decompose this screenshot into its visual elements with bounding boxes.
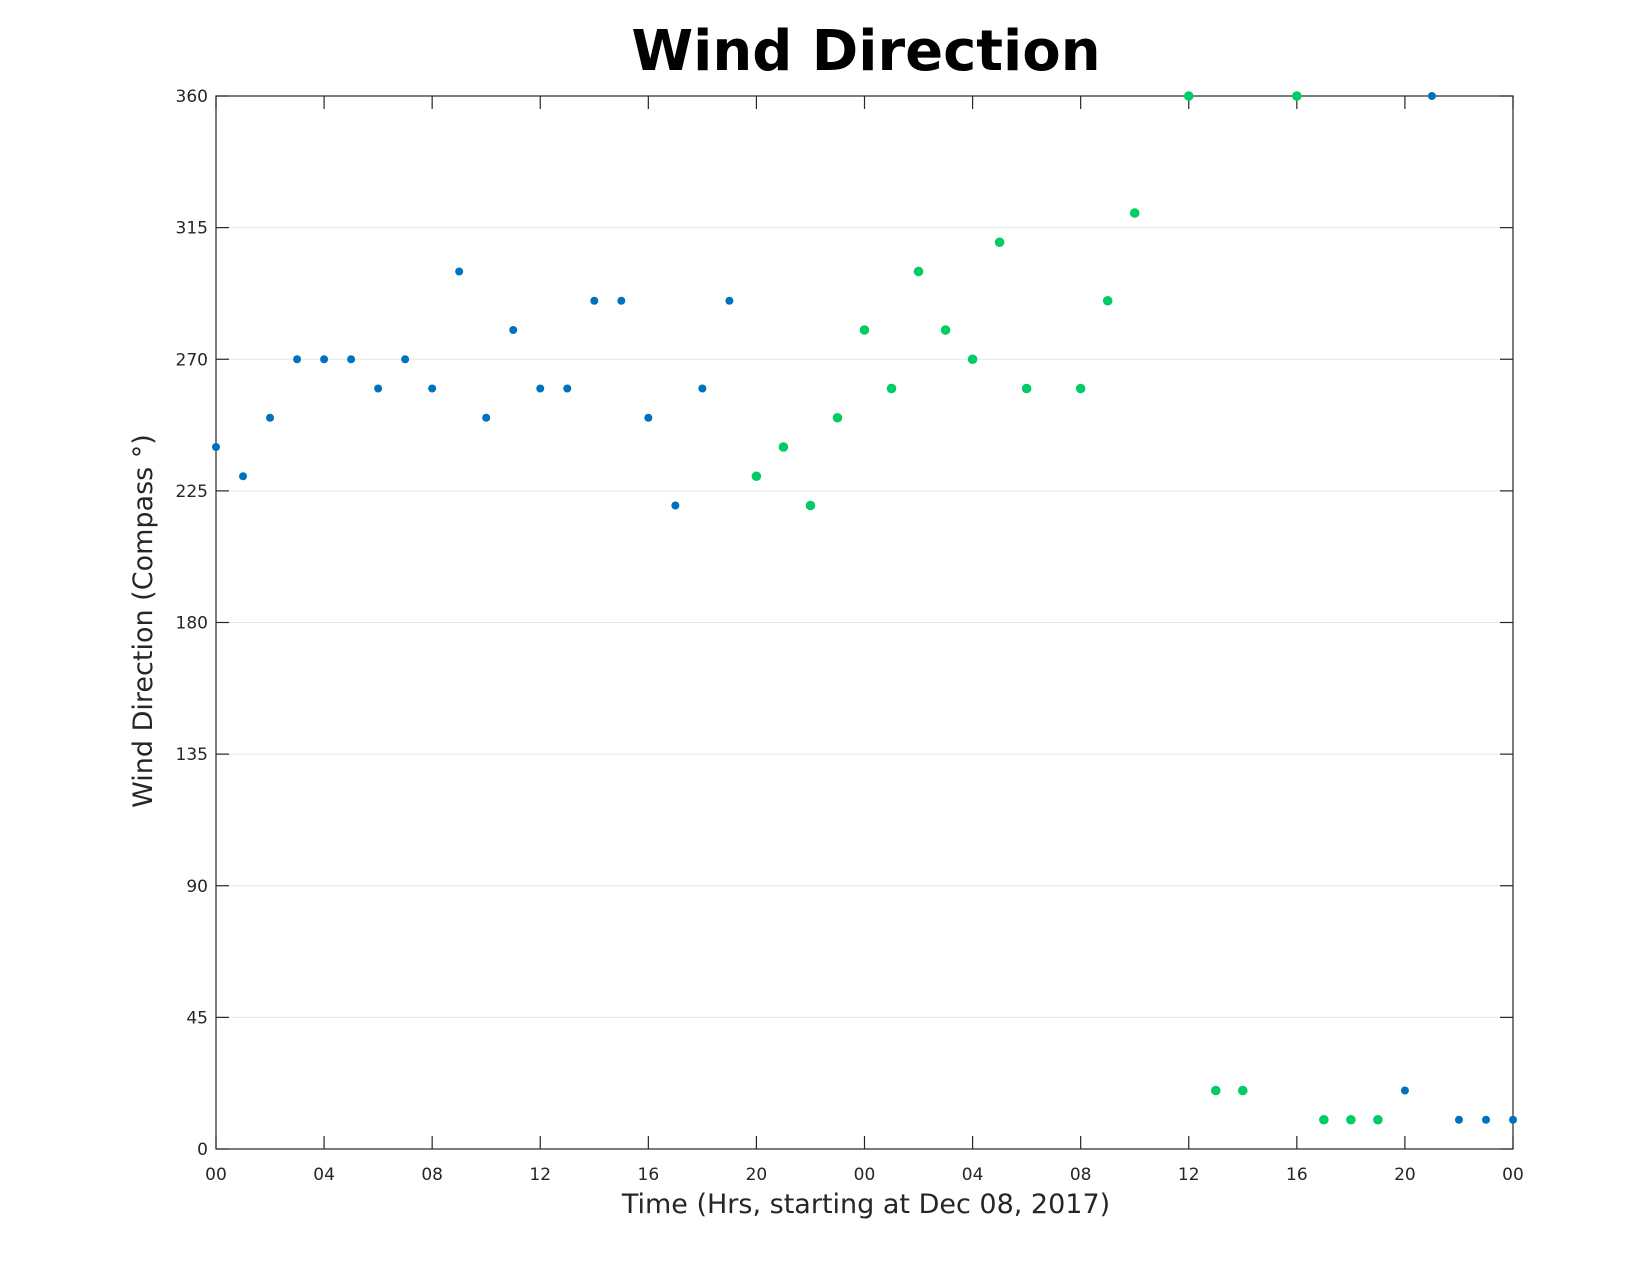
data-point bbox=[212, 443, 220, 451]
y-tick-label: 360 bbox=[176, 87, 208, 107]
data-point bbox=[1129, 208, 1140, 218]
data-point bbox=[913, 266, 924, 277]
data-point bbox=[805, 500, 816, 511]
data-point bbox=[1346, 1114, 1356, 1125]
x-tick-label: 04 bbox=[313, 1165, 335, 1185]
y-tick-label: 225 bbox=[176, 482, 208, 502]
data-point bbox=[859, 325, 870, 335]
data-point bbox=[940, 325, 951, 335]
y-tick-label: 90 bbox=[186, 877, 208, 897]
x-tick-label: 04 bbox=[962, 1165, 984, 1185]
series-1 bbox=[212, 92, 1517, 1124]
data-point bbox=[1183, 91, 1194, 101]
data-point bbox=[644, 413, 653, 422]
data-point bbox=[1102, 295, 1113, 306]
x-tick-label: 00 bbox=[854, 1165, 876, 1185]
data-point bbox=[590, 296, 599, 305]
data-point bbox=[482, 413, 491, 422]
chart-title: Wind Direction bbox=[631, 19, 1100, 84]
data-point bbox=[320, 355, 329, 364]
data-point bbox=[1373, 1114, 1383, 1125]
data-point bbox=[536, 384, 545, 393]
x-tick-label: 20 bbox=[1394, 1165, 1416, 1185]
data-point bbox=[1400, 1086, 1409, 1095]
data-point bbox=[239, 472, 248, 481]
y-axis: 0 45 90 135 180 225 270 315 360 bbox=[176, 87, 1513, 1160]
y-tick-label: 135 bbox=[176, 745, 208, 765]
x-tick-label: 16 bbox=[638, 1165, 660, 1185]
data-point bbox=[1292, 91, 1302, 101]
data-point bbox=[455, 267, 464, 276]
data-point bbox=[617, 296, 626, 305]
y-tick-label: 45 bbox=[186, 1008, 208, 1028]
data-point bbox=[401, 355, 410, 364]
data-point bbox=[563, 384, 572, 393]
y-tick-label: 270 bbox=[176, 350, 208, 370]
data-point bbox=[832, 412, 843, 423]
x-tick-label: 00 bbox=[1502, 1165, 1524, 1185]
data-point bbox=[967, 354, 978, 365]
data-point bbox=[374, 384, 383, 393]
data-point bbox=[1454, 1115, 1463, 1124]
x-tick-label: 08 bbox=[421, 1165, 443, 1185]
gridlines bbox=[216, 95, 1513, 1150]
data-point bbox=[994, 237, 1005, 248]
x-axis-label: Time (Hrs, starting at Dec 08, 2017) bbox=[621, 1189, 1110, 1220]
x-tick-label: 08 bbox=[1070, 1165, 1092, 1185]
data-point bbox=[1319, 1114, 1329, 1125]
data-point bbox=[1427, 92, 1436, 100]
y-axis-label: Wind Direction (Compass °) bbox=[128, 434, 159, 808]
data-point bbox=[1075, 383, 1086, 394]
data-point bbox=[1509, 1115, 1517, 1124]
data-point bbox=[347, 355, 356, 364]
series-2 bbox=[751, 91, 1383, 1125]
x-tick-label: 12 bbox=[529, 1165, 551, 1185]
x-tick-label: 20 bbox=[746, 1165, 768, 1185]
data-point bbox=[1021, 383, 1032, 394]
y-tick-label: 315 bbox=[176, 219, 208, 239]
x-tick-label: 16 bbox=[1286, 1165, 1308, 1185]
data-point bbox=[778, 442, 789, 452]
y-tick-label: 0 bbox=[197, 1140, 208, 1160]
data-point bbox=[266, 413, 275, 422]
data-point bbox=[509, 326, 518, 334]
data-point bbox=[698, 384, 707, 393]
data-point bbox=[671, 501, 680, 510]
data-points bbox=[212, 91, 1517, 1125]
x-axis: 00 04 08 12 16 20 00 04 08 12 16 20 00 bbox=[205, 96, 1524, 1185]
data-point bbox=[1481, 1115, 1490, 1124]
data-point bbox=[428, 384, 437, 393]
data-point bbox=[293, 355, 302, 364]
x-tick-label: 00 bbox=[205, 1165, 227, 1185]
data-point bbox=[725, 296, 734, 305]
data-point bbox=[751, 471, 762, 482]
x-tick-label: 12 bbox=[1178, 1165, 1200, 1185]
data-point bbox=[1210, 1085, 1221, 1096]
y-tick-label: 180 bbox=[176, 614, 208, 634]
data-point bbox=[1237, 1085, 1248, 1096]
data-point bbox=[886, 383, 897, 394]
